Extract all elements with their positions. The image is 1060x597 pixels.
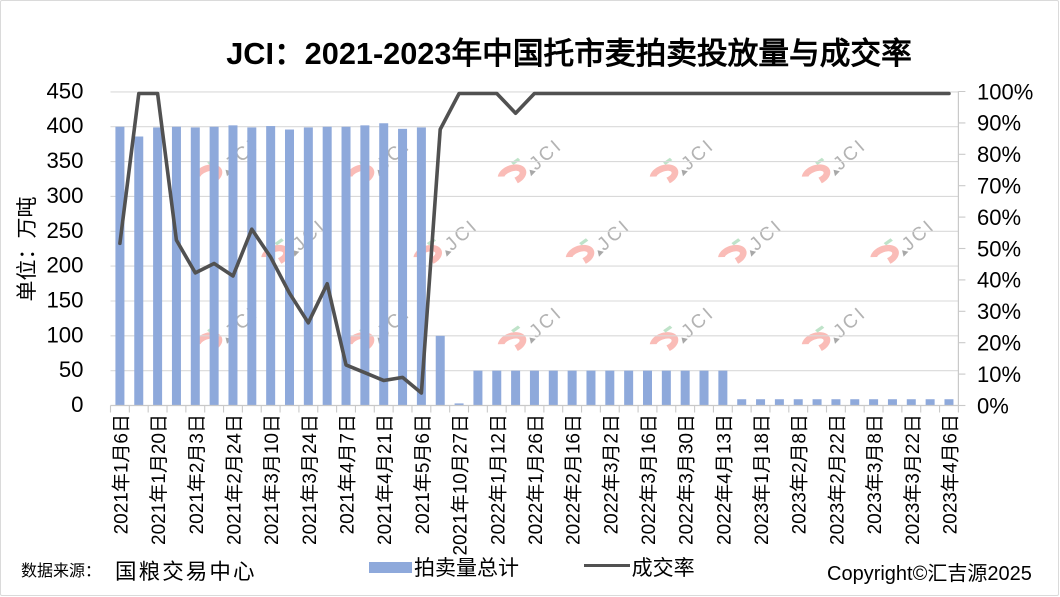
svg-text:60%: 60% xyxy=(977,205,1021,230)
svg-text:100: 100 xyxy=(46,322,83,347)
svg-text:30%: 30% xyxy=(977,299,1021,324)
svg-text:2023年1月18日: 2023年1月18日 xyxy=(751,414,773,545)
svg-text:200: 200 xyxy=(46,253,83,278)
svg-text:0: 0 xyxy=(71,392,83,417)
svg-text:90%: 90% xyxy=(977,111,1021,136)
svg-text:10%: 10% xyxy=(977,362,1021,387)
svg-text:50: 50 xyxy=(59,357,84,382)
svg-text:350: 350 xyxy=(46,148,83,173)
svg-text:2021年2月24日: 2021年2月24日 xyxy=(224,414,246,545)
svg-text:2022年2月16日: 2022年2月16日 xyxy=(563,414,585,545)
svg-text:80%: 80% xyxy=(977,142,1021,167)
svg-text:2023年2月22日: 2023年2月22日 xyxy=(826,414,848,545)
svg-text:2022年3月16日: 2022年3月16日 xyxy=(638,414,660,545)
svg-text:2021年3月24日: 2021年3月24日 xyxy=(299,414,321,545)
svg-text:2021年5月6日: 2021年5月6日 xyxy=(412,414,434,534)
svg-text:2022年4月13日: 2022年4月13日 xyxy=(713,414,735,545)
svg-text:100%: 100% xyxy=(977,79,1033,104)
svg-text:单位：万吨: 单位：万吨 xyxy=(16,197,39,302)
svg-text:50%: 50% xyxy=(977,236,1021,261)
svg-text:70%: 70% xyxy=(977,174,1021,199)
svg-text:2021年1月6日: 2021年1月6日 xyxy=(110,414,132,534)
svg-text:2022年1月12日: 2022年1月12日 xyxy=(487,414,509,545)
svg-text:2021年2月3日: 2021年2月3日 xyxy=(186,414,208,534)
svg-text:450: 450 xyxy=(46,78,83,103)
svg-text:2021年10月27日: 2021年10月27日 xyxy=(450,414,472,556)
svg-text:2023年4月6日: 2023年4月6日 xyxy=(940,414,962,534)
svg-text:250: 250 xyxy=(46,218,83,243)
svg-text:2021年1月20日: 2021年1月20日 xyxy=(148,414,170,545)
svg-text:0%: 0% xyxy=(977,393,1009,418)
svg-text:2023年2月8日: 2023年2月8日 xyxy=(789,414,811,534)
svg-text:2023年3月22日: 2023年3月22日 xyxy=(902,414,924,545)
svg-text:300: 300 xyxy=(46,183,83,208)
svg-text:400: 400 xyxy=(46,113,83,138)
svg-text:2021年3月10日: 2021年3月10日 xyxy=(261,414,283,545)
svg-text:2023年3月8日: 2023年3月8日 xyxy=(864,414,886,534)
svg-text:2022年1月26日: 2022年1月26日 xyxy=(525,414,547,545)
svg-text:20%: 20% xyxy=(977,331,1021,356)
svg-text:150: 150 xyxy=(46,288,83,313)
svg-text:40%: 40% xyxy=(977,268,1021,293)
svg-text:2022年3月2日: 2022年3月2日 xyxy=(600,414,622,534)
svg-text:2021年4月7日: 2021年4月7日 xyxy=(337,414,359,534)
svg-text:2022年3月30日: 2022年3月30日 xyxy=(676,414,698,545)
svg-text:2021年4月21日: 2021年4月21日 xyxy=(374,414,396,545)
